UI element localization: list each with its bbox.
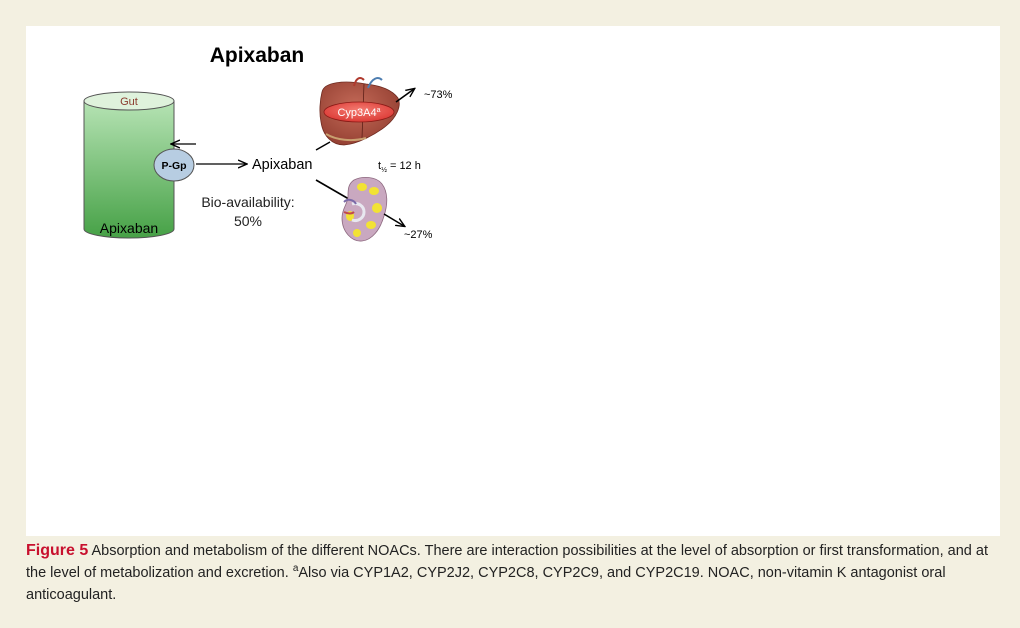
caption-superscript: a: [292, 563, 299, 575]
bioavailability-label: Bio-availability:: [201, 194, 294, 210]
cyp3a4-enzyme: [323, 101, 395, 123]
bioavailability-value: 50%: [234, 213, 262, 229]
figure-caption: Figure 5 Absorption and metabolism of th…: [26, 540, 1000, 606]
pgp-transporter: [153, 148, 195, 182]
cyp3a4-label: Cyp3A4a: [337, 107, 380, 119]
caption-text-1: Absorption and metabolism of the differe…: [26, 543, 988, 581]
kidney-excretion-arrow: [383, 213, 404, 226]
gut-drug-label: Apixaban: [100, 220, 158, 236]
half-life: t½ = 12 h: [378, 160, 421, 174]
kidney-share: ~27%: [404, 229, 433, 241]
gut-label: Gut: [120, 96, 138, 108]
liver-share: ~73%: [424, 89, 453, 101]
figure-panel: Apixaban Gut Apixaban P-Gp Apixaban Bio-…: [26, 26, 1000, 536]
pgp-label: P-Gp: [161, 160, 186, 172]
liver-excretion-arrow: [395, 89, 414, 103]
caption-text-2: Also via CYP1A2, CYP2J2, CYP2C8, CYP2C9,…: [26, 565, 946, 603]
diagram-title: Apixaban: [210, 44, 305, 67]
kidney-icon: [341, 176, 388, 242]
apixaban-diagram: Apixaban Gut Apixaban P-Gp Apixaban Bio-…: [83, 44, 453, 242]
drug-label: Apixaban: [252, 157, 312, 173]
gut-cylinder: [83, 91, 175, 239]
figure-label: Figure 5: [26, 542, 89, 559]
drug-to-liver-line: [315, 141, 331, 151]
